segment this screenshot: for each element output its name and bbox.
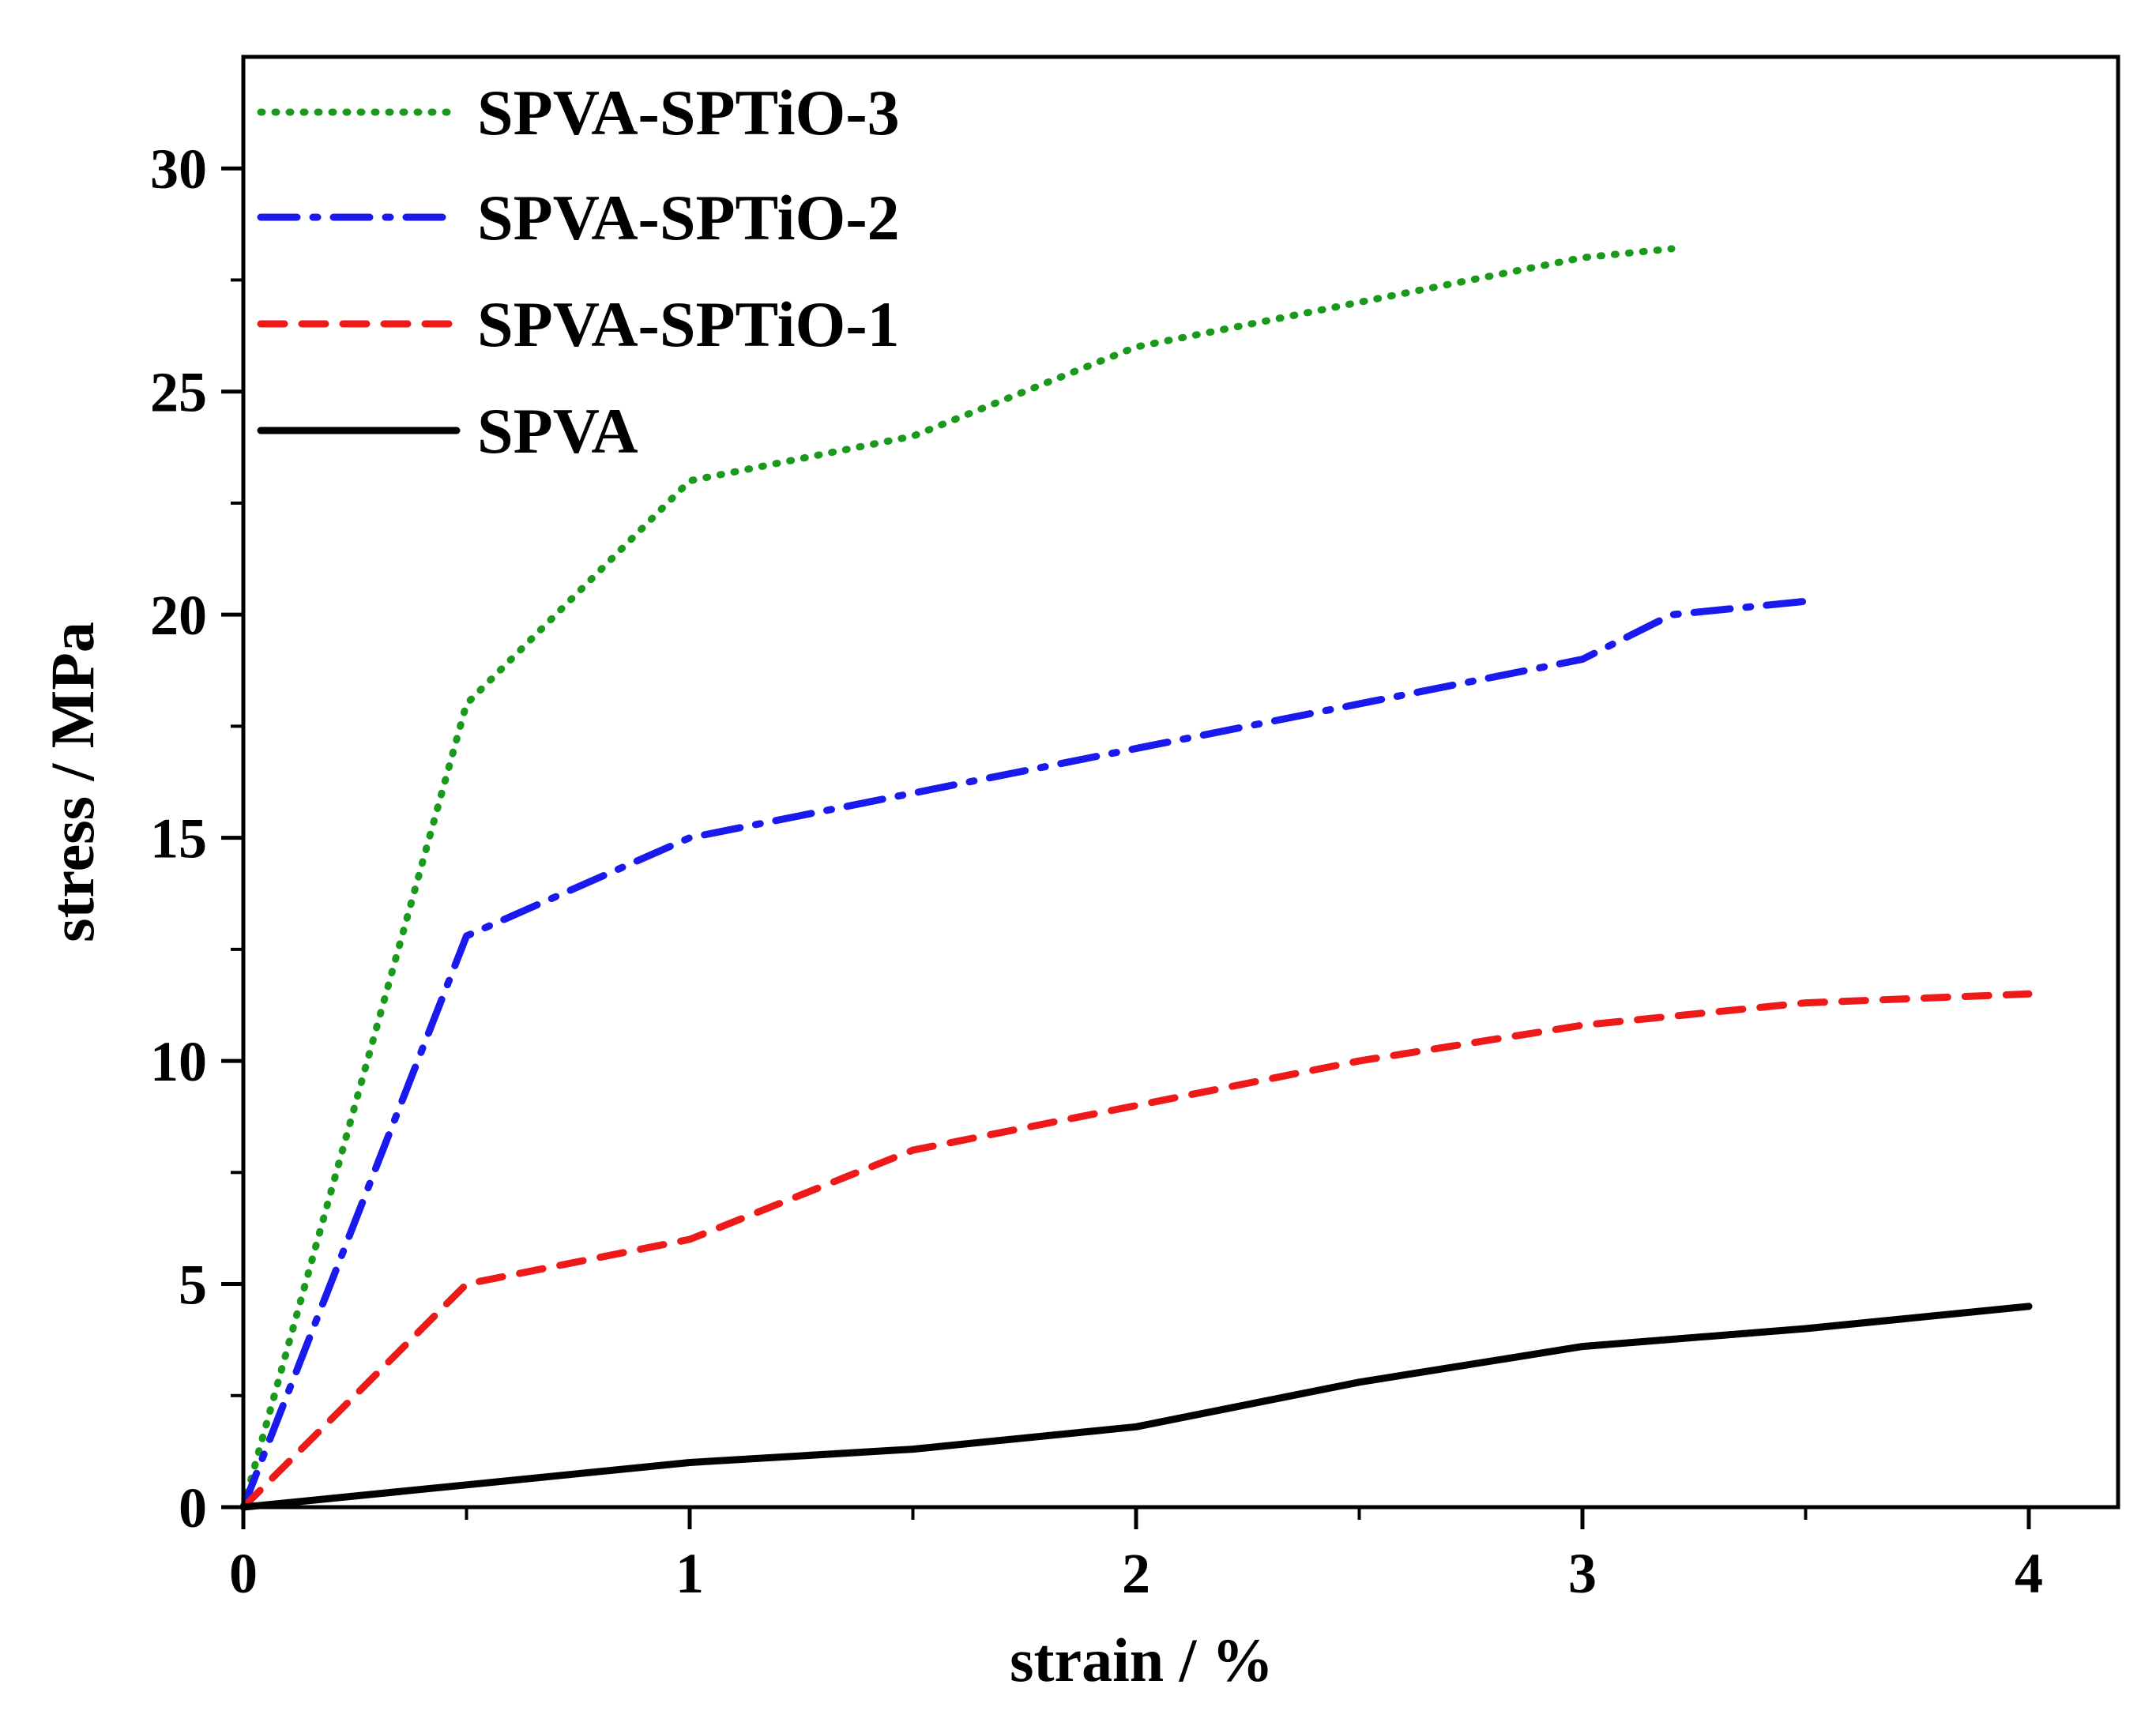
y-tick-label: 0 (179, 1476, 207, 1540)
series-line-spva-sptio-1 (239, 990, 2033, 1511)
legend-label: SPVA-SPTiO-2 (477, 182, 900, 254)
tick-labels-layer: 0 1 2 3 4 0 5 10 15 20 25 30 (150, 137, 2043, 1605)
legend: SPVA-SPTiO-3 SPVA-SPTiO-2 SPVA-SPTiO-1 SPVA (257, 77, 900, 467)
y-tick-label: 15 (150, 807, 207, 870)
x-tick-label: 2 (1122, 1542, 1150, 1605)
y-tick-label: 10 (150, 1030, 207, 1093)
y-axis-title: stress / MPa (38, 622, 107, 942)
y-tick-label: 25 (150, 361, 207, 424)
x-tick-label: 3 (1568, 1542, 1597, 1605)
ticks-layer (221, 166, 2031, 1529)
x-tick-label: 1 (675, 1542, 704, 1605)
legend-label: SPVA-SPTiO-1 (477, 288, 900, 360)
x-tick-label: 4 (2015, 1542, 2043, 1605)
legend-label: SPVA-SPTiO-3 (477, 77, 900, 149)
legend-label: SPVA (477, 395, 638, 467)
series-line-spva (239, 1303, 2033, 1511)
y-tick-label: 30 (150, 137, 207, 201)
y-tick-label: 5 (179, 1254, 207, 1317)
series-layer (239, 245, 2033, 1511)
series-line-spva-sptio-2 (239, 597, 1809, 1511)
x-tick-label: 0 (229, 1542, 258, 1605)
plot-frame (241, 55, 2120, 1510)
y-tick-label: 20 (150, 584, 207, 647)
series-line-spva-sptio-3 (239, 245, 1676, 1511)
x-axis-title: strain / % (1010, 1626, 1274, 1694)
